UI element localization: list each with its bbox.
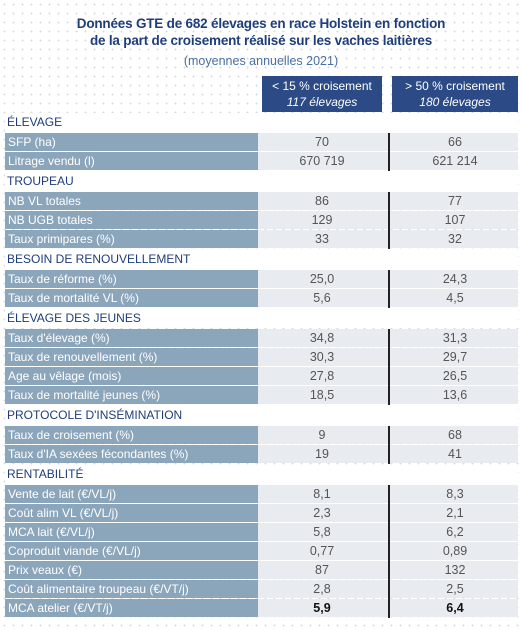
cell-value: 132 [444, 563, 466, 577]
cell-value: 0,89 [442, 544, 468, 558]
row-label: SFP (ha) [5, 133, 258, 151]
separator [388, 329, 390, 348]
cell-value: 8,3 [446, 487, 464, 501]
separator [388, 504, 390, 523]
separator [388, 289, 390, 308]
section-title: ÉLEVAGE [5, 113, 518, 132]
row-label: Taux de mortalité jeunes (%) [5, 386, 258, 404]
row-label: MCA lait (€/VL/j) [5, 523, 258, 541]
cell-value: 6,2 [446, 525, 464, 539]
cell-value: 13,6 [442, 388, 468, 402]
separator [388, 485, 390, 504]
column-count: 117 élevages [286, 95, 358, 109]
cell-value: 8,1 [313, 487, 331, 501]
row-label: Prix veaux (€) [5, 561, 258, 579]
row-label: Coût alimentaire troupeau (€/VT/j) [5, 580, 258, 598]
separator [388, 367, 390, 386]
row-label: Taux de croisement (%) [5, 426, 258, 444]
cell-value: 34,8 [309, 331, 335, 345]
cell-value: 86 [315, 194, 329, 208]
row-label: Taux primipares (%) [5, 230, 258, 248]
row-label: Taux de réforme (%) [5, 270, 258, 288]
cell-value: 5,6 [313, 291, 331, 305]
separator [388, 211, 390, 230]
row-label: Coproduit viande (€/VL/j) [5, 542, 258, 560]
title-line: Données GTE de 682 élevages en race Hols… [76, 16, 446, 31]
cell-value: 26,5 [442, 369, 468, 383]
row-label: Vente de lait (€/VL/j) [5, 485, 258, 503]
row-label: Taux de mortalité VL (%) [5, 289, 258, 307]
cell-value: 27,8 [309, 369, 335, 383]
cell-value: 129 [311, 213, 333, 227]
cell-value: 621 214 [432, 154, 478, 168]
cell-value: 68 [448, 428, 462, 442]
cell-value: 31,3 [442, 331, 468, 345]
section-title: BESOIN DE RENOUVELLEMENT [5, 250, 518, 269]
cell-value: 30,3 [309, 350, 335, 364]
row-label: NB UGB totales [5, 211, 258, 229]
column-header: > 50 % croisement 180 élevages [392, 76, 518, 112]
cell-value: 5,8 [313, 525, 331, 539]
cell-value: 2,8 [313, 582, 331, 596]
cell-value: 32 [448, 232, 462, 246]
separator [388, 192, 390, 211]
cell-value: 66 [448, 135, 462, 149]
separator [388, 523, 390, 542]
separator [388, 152, 390, 171]
separator [388, 133, 390, 152]
cell-value: 2,3 [313, 506, 331, 520]
cell-value: 18,5 [309, 388, 335, 402]
row-label: MCA atelier (€/VT/j) [5, 599, 258, 617]
cell-value: 4,5 [446, 291, 464, 305]
separator [388, 599, 390, 618]
row-label: Taux d'IA sexées fécondantes (%) [5, 445, 258, 463]
row-label: Taux d'élevage (%) [5, 329, 258, 347]
title-line: de la part de croisement réalisé sur les… [89, 33, 433, 48]
column-label: < 15 % croisement [272, 79, 372, 93]
section-title: ÉLEVAGE DES JEUNES [5, 309, 518, 328]
separator [388, 580, 390, 599]
row-label: Age au vêlage (mois) [5, 367, 258, 385]
cell-value: 29,7 [442, 350, 468, 364]
cell-value: 25,0 [309, 272, 335, 286]
separator [388, 386, 390, 405]
cell-value: 77 [448, 194, 462, 208]
separator [388, 542, 390, 561]
section-title: RENTABILITÉ [5, 465, 518, 484]
column-label: > 50 % croisement [405, 79, 505, 93]
cell-value: 2,1 [446, 506, 464, 520]
cell-value: 41 [448, 447, 462, 461]
cell-value: 6,4 [446, 601, 464, 615]
subtitle: (moyennes annuelles 2021) [183, 54, 339, 68]
cell-value: 87 [315, 563, 329, 577]
cell-value: 0,77 [309, 544, 335, 558]
separator [388, 230, 390, 249]
section-title: PROTOCOLE D'INSÉMINATION [5, 406, 518, 425]
separator [388, 561, 390, 580]
separator [388, 445, 390, 464]
cell-value: 33 [315, 232, 329, 246]
column-header: < 15 % croisement 117 élevages [262, 76, 382, 112]
row-label: Taux de renouvellement (%) [5, 348, 258, 366]
separator [388, 426, 390, 445]
separator [388, 270, 390, 289]
section-title: TROUPEAU [5, 172, 518, 191]
cell-value: 107 [444, 213, 466, 227]
cell-value: 670 719 [299, 154, 345, 168]
cell-value: 2,5 [446, 582, 464, 596]
cell-value: 70 [315, 135, 329, 149]
row-label: Coût alim VL (€/VL/j) [5, 504, 258, 522]
cell-value: 24,3 [442, 272, 468, 286]
row-label: Litrage vendu (l) [5, 152, 258, 170]
cell-value: 9 [318, 428, 326, 442]
cell-value: 5,9 [313, 601, 331, 615]
separator [388, 348, 390, 367]
column-count: 180 élevages [419, 95, 491, 109]
row-label: NB VL totales [5, 192, 258, 210]
cell-value: 19 [315, 447, 329, 461]
